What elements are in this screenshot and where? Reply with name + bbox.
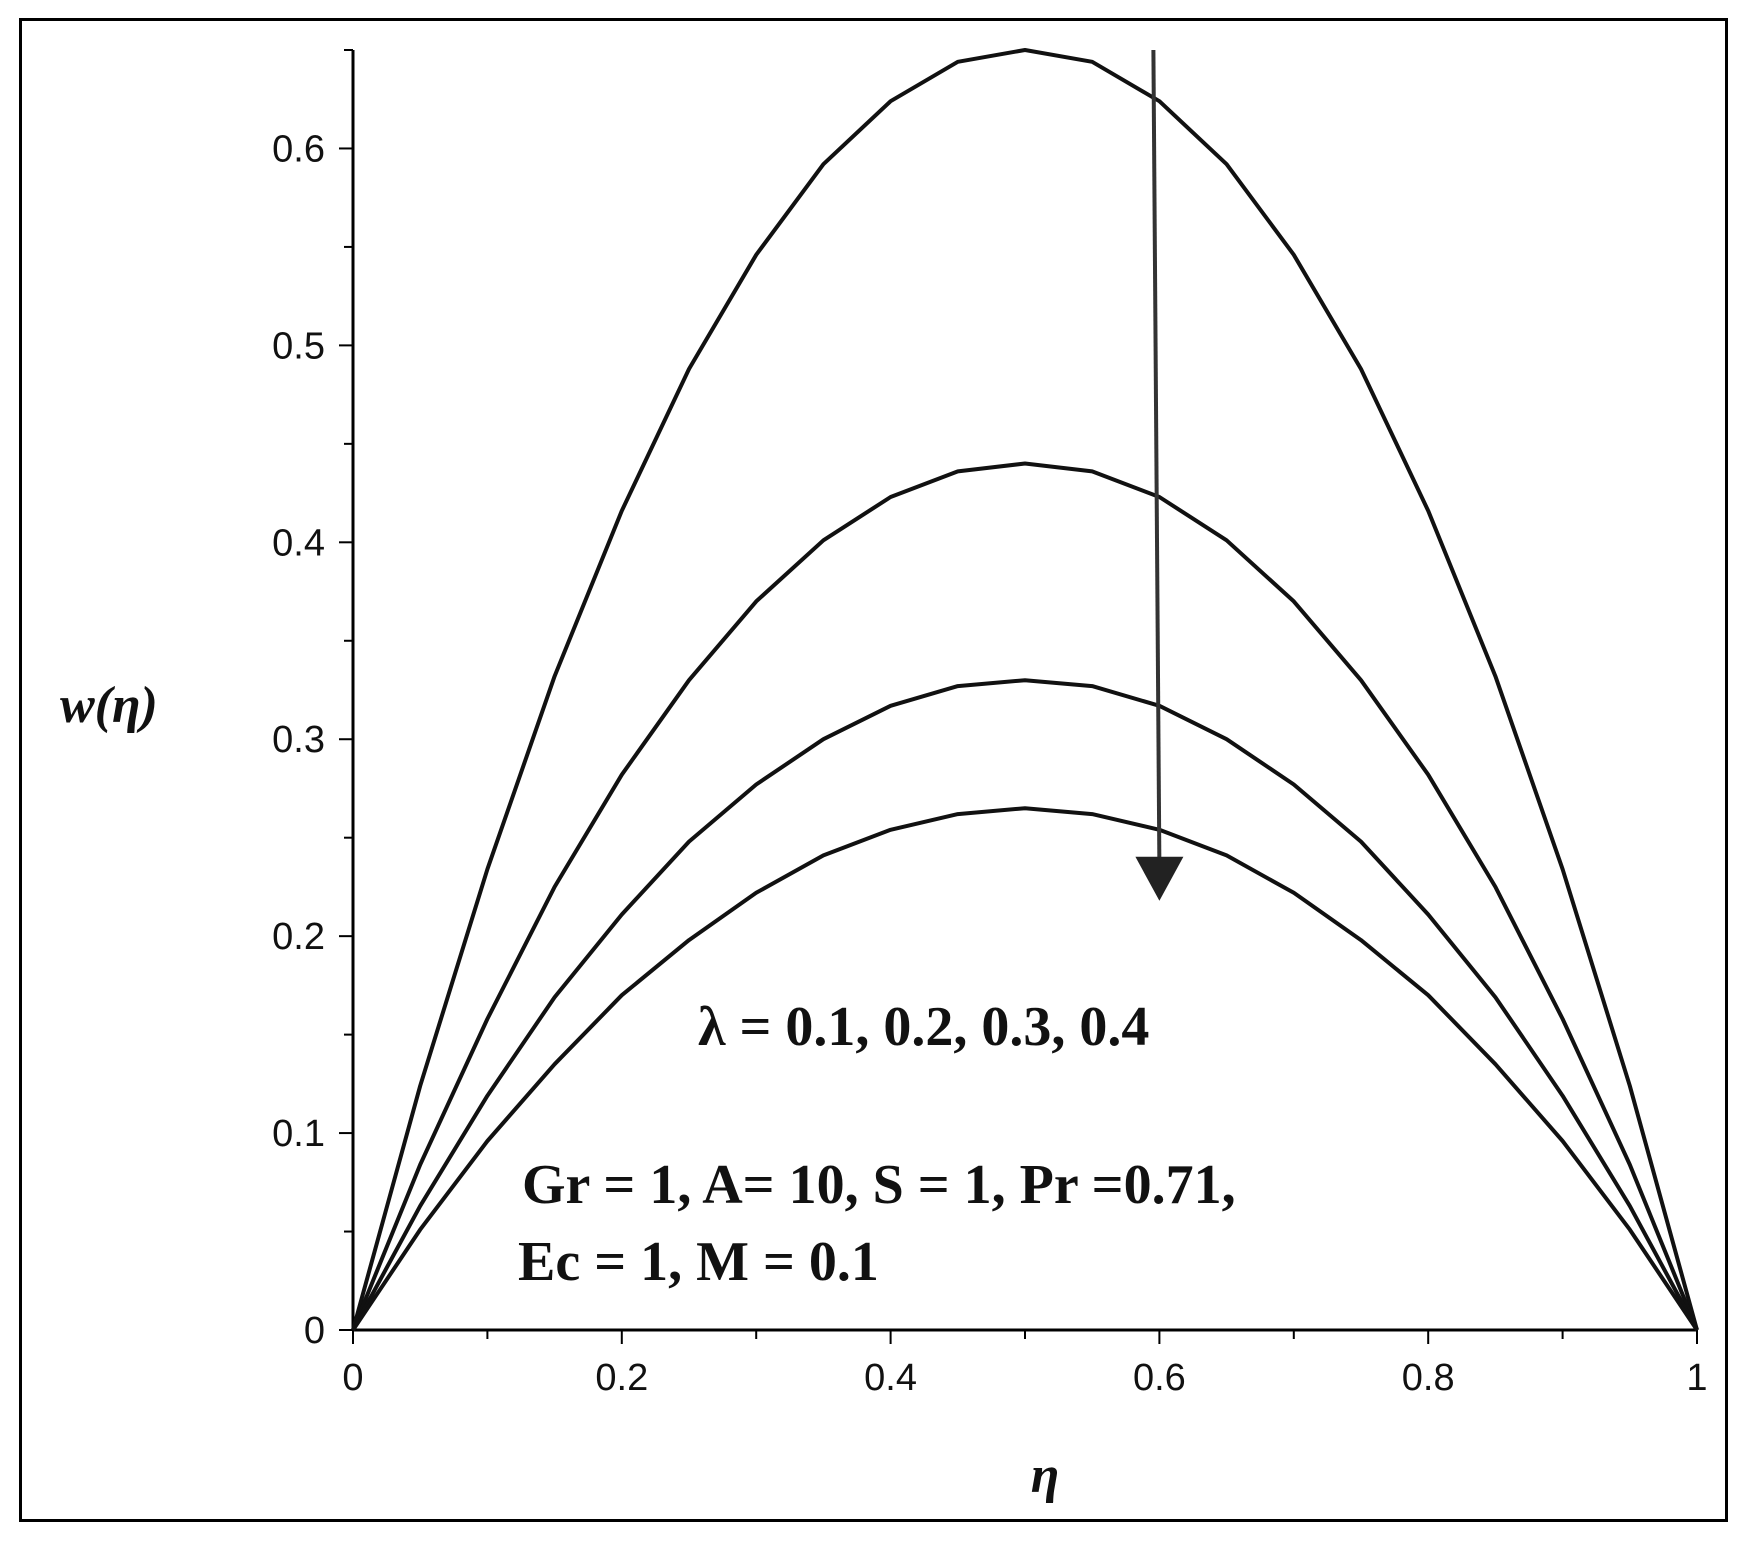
arrow-shaft — [1151, 49, 1162, 867]
ticks: 0 0.1 0.2 0.3 0.4 0.5 0.6 0 0.2 0.4 0.6 0.8 1 — [272, 49, 1708, 1399]
y-tick-label: 0.5 — [272, 325, 325, 367]
series-line-4 — [351, 806, 1699, 1332]
x-tick-label: 0.2 — [595, 1357, 648, 1399]
y-tick-label: 0.3 — [272, 719, 325, 761]
y-tick-label: 0.2 — [272, 916, 325, 958]
y-tick-label: 0 — [304, 1310, 325, 1352]
y-tick-label: 0.1 — [272, 1113, 325, 1155]
series-line-1 — [351, 48, 1699, 1331]
x-tick-label: 0 — [342, 1357, 363, 1399]
y-axis-title: w(η) — [60, 677, 158, 734]
x-axis-title: η — [1031, 1447, 1060, 1504]
figure-frame — [19, 18, 1728, 1522]
x-tick-label: 0.4 — [864, 1357, 917, 1399]
series-line-3 — [351, 678, 1699, 1331]
axes — [351, 50, 1697, 1332]
series-line-2 — [351, 461, 1699, 1331]
x-tick-label: 0.6 — [1133, 1357, 1186, 1399]
lambda-annotation: λ = 0.1, 0.2, 0.3, 0.4 — [698, 996, 1149, 1058]
lambda-arrow — [1135, 49, 1184, 901]
params-annotation-line1: Gr = 1, A= 10, S = 1, Pr =0.71, — [522, 1154, 1236, 1216]
x-tick-label: 1 — [1686, 1357, 1707, 1399]
x-tick-label: 0.8 — [1402, 1357, 1455, 1399]
curves — [351, 48, 1699, 1332]
params-annotation-line2: Ec = 1, M = 0.1 — [518, 1231, 879, 1293]
arrow-head — [1135, 856, 1184, 901]
y-tick-label: 0.4 — [272, 522, 325, 564]
y-tick-label: 0.6 — [272, 128, 325, 170]
